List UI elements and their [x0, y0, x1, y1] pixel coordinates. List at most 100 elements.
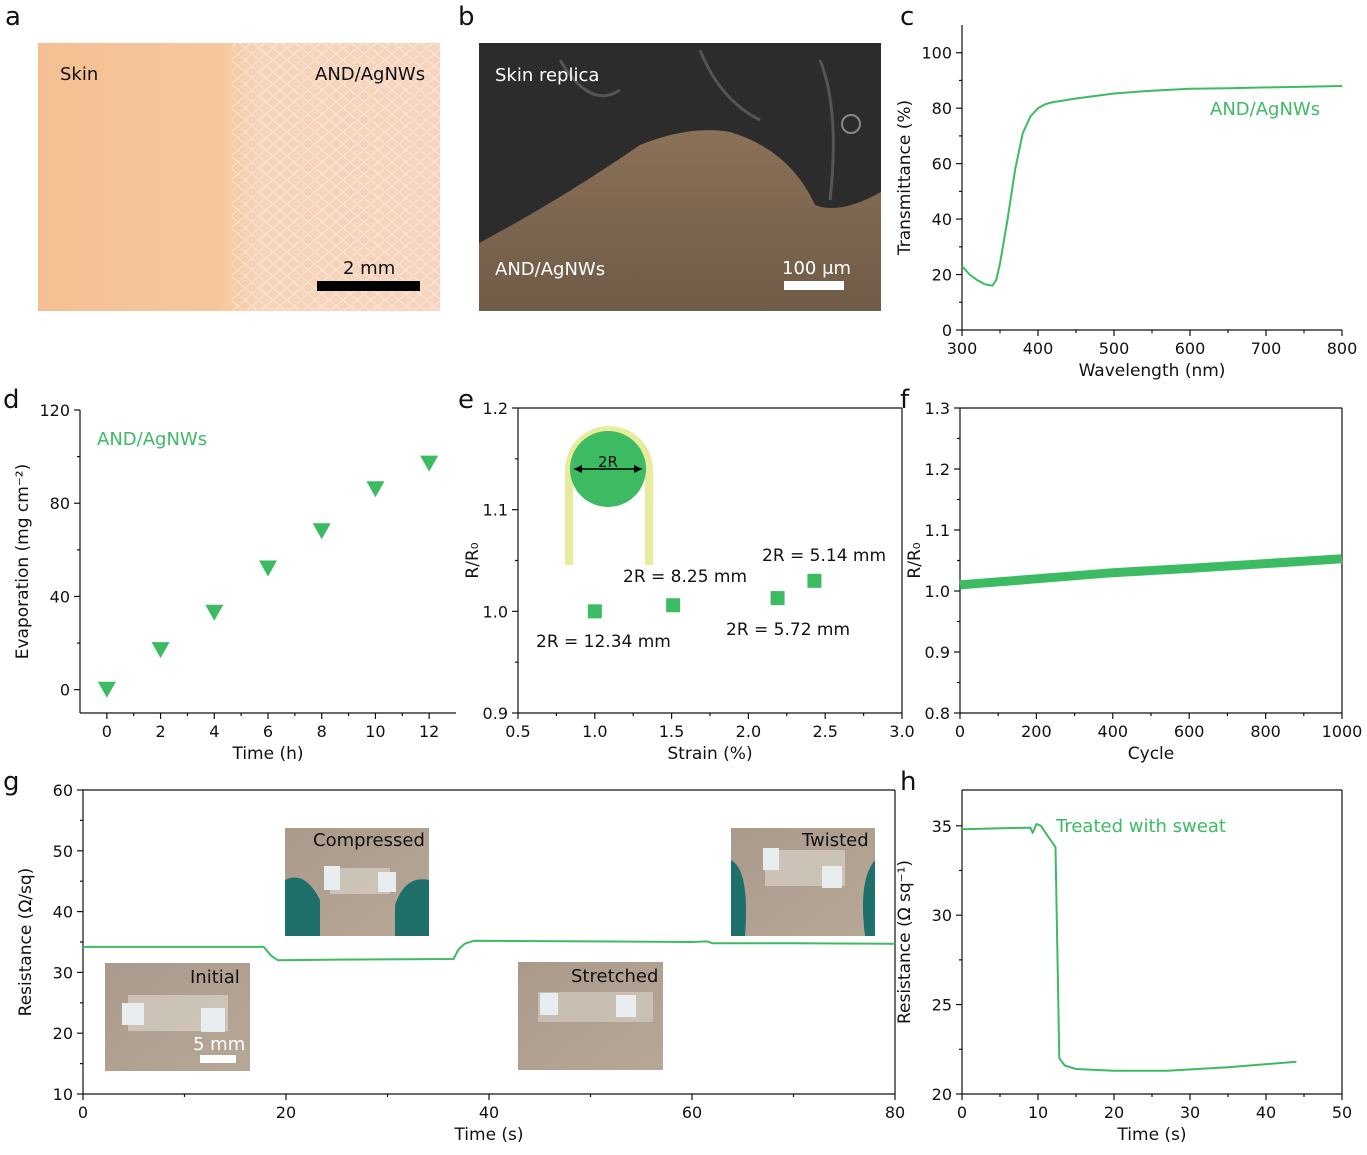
- y-tick-label-e: 1.1: [483, 501, 508, 520]
- panel-letter-a: a: [5, 2, 21, 32]
- x-tick-label-e: 0.5: [505, 722, 530, 741]
- y-tick-label-f: 1.0: [925, 582, 950, 601]
- x-tick-label-d: 6: [263, 722, 273, 741]
- x-axis-label-c: Wavelength (nm): [1079, 361, 1226, 381]
- and-agnws-label-a: AND/AgNWs: [315, 64, 425, 85]
- chart-e: 0.5 1.0 1.5 2.0 2.5 3.0 0.9 1.0 1.1 1.2 Strain (%)…: [463, 399, 915, 764]
- panel-letter-d: d: [3, 385, 20, 415]
- series-line-h: [961, 823, 1297, 1072]
- skin-photo: Skin AND/AgNWs 2 mm: [38, 43, 440, 311]
- y-axis-label-e: R/R₀: [463, 542, 483, 578]
- inset-2r-label: 2R: [598, 453, 618, 471]
- x-tick-label-c: 500: [1099, 339, 1130, 358]
- series-line-f: [959, 554, 1343, 590]
- x-tick-label-h: 10: [1028, 1103, 1048, 1122]
- strain-annotation: 2R = 5.72 mm: [726, 620, 850, 640]
- x-axis-label-e: Strain (%): [667, 744, 752, 764]
- chart-f: 0 200 400 600 800 1000 0.8 0.9 1.0 1.1 1.2 1.3 Cycle…: [905, 399, 1362, 764]
- x-tick-label-c: 400: [1023, 339, 1054, 358]
- x-tick-label-d: 8: [317, 722, 327, 741]
- scale-label-b: 100 μm: [782, 258, 851, 279]
- scale-bar-g: [200, 1055, 236, 1063]
- x-tick-label-d: 0: [102, 722, 112, 741]
- y-tick-label-c: 40: [932, 210, 952, 229]
- x-tick-label-e: 3.0: [889, 722, 914, 741]
- photo-inset-initial: Initial 5 mm: [105, 963, 250, 1071]
- x-tick-label-h: 0: [957, 1103, 967, 1122]
- series-line-g: [83, 939, 896, 962]
- x-tick-label-e: 1.5: [659, 722, 684, 741]
- x-tick-label-h: 30: [1180, 1103, 1200, 1122]
- and-agnws-label-b: AND/AgNWs: [495, 259, 605, 280]
- scale-label-a: 2 mm: [343, 258, 395, 279]
- x-tick-label-d: 4: [209, 722, 219, 741]
- data-point-e: [770, 591, 785, 606]
- panel-letter-f: f: [900, 385, 910, 415]
- y-axis-label-d: Evaporation (mg cm⁻²): [13, 464, 33, 660]
- x-tick-label-g: 60: [682, 1103, 702, 1122]
- y-tick-label-e: 1.0: [483, 602, 508, 621]
- chart-g: 0 20 40 60 80 10 20 30 40 50 60 Time (s) Resistance …: [16, 781, 905, 1145]
- x-tick-label-g: 0: [78, 1103, 88, 1122]
- photo-label-twisted: Twisted: [801, 830, 869, 851]
- x-tick-label-g: 20: [276, 1103, 296, 1122]
- panel-letter-c: c: [900, 2, 914, 32]
- x-tick-label-f: 400: [1098, 722, 1129, 741]
- panel-letter-b: b: [458, 2, 475, 32]
- x-tick-label-f: 1000: [1322, 722, 1363, 741]
- scale-label-g: 5 mm: [193, 1034, 245, 1055]
- scale-bar-b: [784, 281, 844, 290]
- x-tick-label-d: 10: [365, 722, 385, 741]
- y-tick-label-d: 80: [50, 494, 70, 513]
- x-tick-label-f: 600: [1174, 722, 1205, 741]
- y-tick-label-c: 0: [942, 321, 952, 340]
- strain-annotation: 2R = 8.25 mm: [623, 567, 747, 587]
- x-tick-label-e: 2.5: [812, 722, 837, 741]
- y-tick-label-c: 20: [932, 266, 952, 285]
- y-tick-label-g: 10: [53, 1085, 73, 1104]
- y-tick-label-f: 1.1: [925, 521, 950, 540]
- y-tick-label-d: 120: [39, 401, 70, 420]
- y-tick-label-c: 80: [932, 99, 952, 118]
- x-tick-label-e: 2.0: [736, 722, 761, 741]
- x-tick-label-e: 1.0: [582, 722, 607, 741]
- data-point-d: [259, 560, 277, 577]
- x-tick-label-h: 40: [1256, 1103, 1276, 1122]
- x-tick-label-d: 12: [419, 722, 439, 741]
- x-axis-label-g: Time (s): [453, 1125, 523, 1145]
- strain-annotation: 2R = 5.14 mm: [762, 546, 886, 566]
- x-tick-label-h: 20: [1104, 1103, 1124, 1122]
- y-tick-label-h: 20: [932, 1085, 952, 1104]
- skin-replica-label: Skin replica: [495, 65, 599, 86]
- x-tick-label-h: 50: [1332, 1103, 1352, 1122]
- x-tick-label-f: 800: [1250, 722, 1281, 741]
- photo-inset-twisted: Twisted: [731, 828, 875, 936]
- series-label-d: AND/AgNWs: [97, 429, 207, 450]
- y-tick-label-f: 0.9: [925, 643, 950, 662]
- photo-label-compressed: Compressed: [313, 830, 425, 851]
- panel-letter-g: g: [3, 767, 20, 797]
- y-tick-label-h: 35: [932, 817, 952, 836]
- photo-inset-stretched: Stretched: [518, 962, 663, 1070]
- data-point-e: [666, 598, 681, 613]
- photo-label-initial: Initial: [190, 967, 240, 988]
- y-axis-label-f: R/R₀: [905, 542, 925, 578]
- panel-letter-h: h: [900, 767, 916, 797]
- y-tick-label-h: 25: [932, 996, 952, 1015]
- scale-bar-a: [317, 281, 420, 291]
- x-axis-label-f: Cycle: [1128, 744, 1174, 764]
- y-tick-label-f: 0.8: [925, 704, 950, 723]
- y-axis-label-g: Resistance (Ω/sq): [16, 868, 36, 1017]
- y-tick-label-g: 40: [53, 903, 73, 922]
- strain-annotation: 2R = 12.34 mm: [536, 632, 671, 652]
- y-tick-label-g: 60: [53, 781, 73, 800]
- x-tick-label-g: 40: [479, 1103, 499, 1122]
- y-tick-label-d: 40: [50, 587, 70, 606]
- x-tick-label-f: 200: [1021, 722, 1052, 741]
- panel-letter-e: e: [458, 385, 474, 415]
- y-tick-label-h: 30: [932, 906, 952, 925]
- data-point-e: [587, 604, 602, 619]
- x-tick-label-g: 80: [885, 1103, 905, 1122]
- x-tick-label-d: 2: [155, 722, 165, 741]
